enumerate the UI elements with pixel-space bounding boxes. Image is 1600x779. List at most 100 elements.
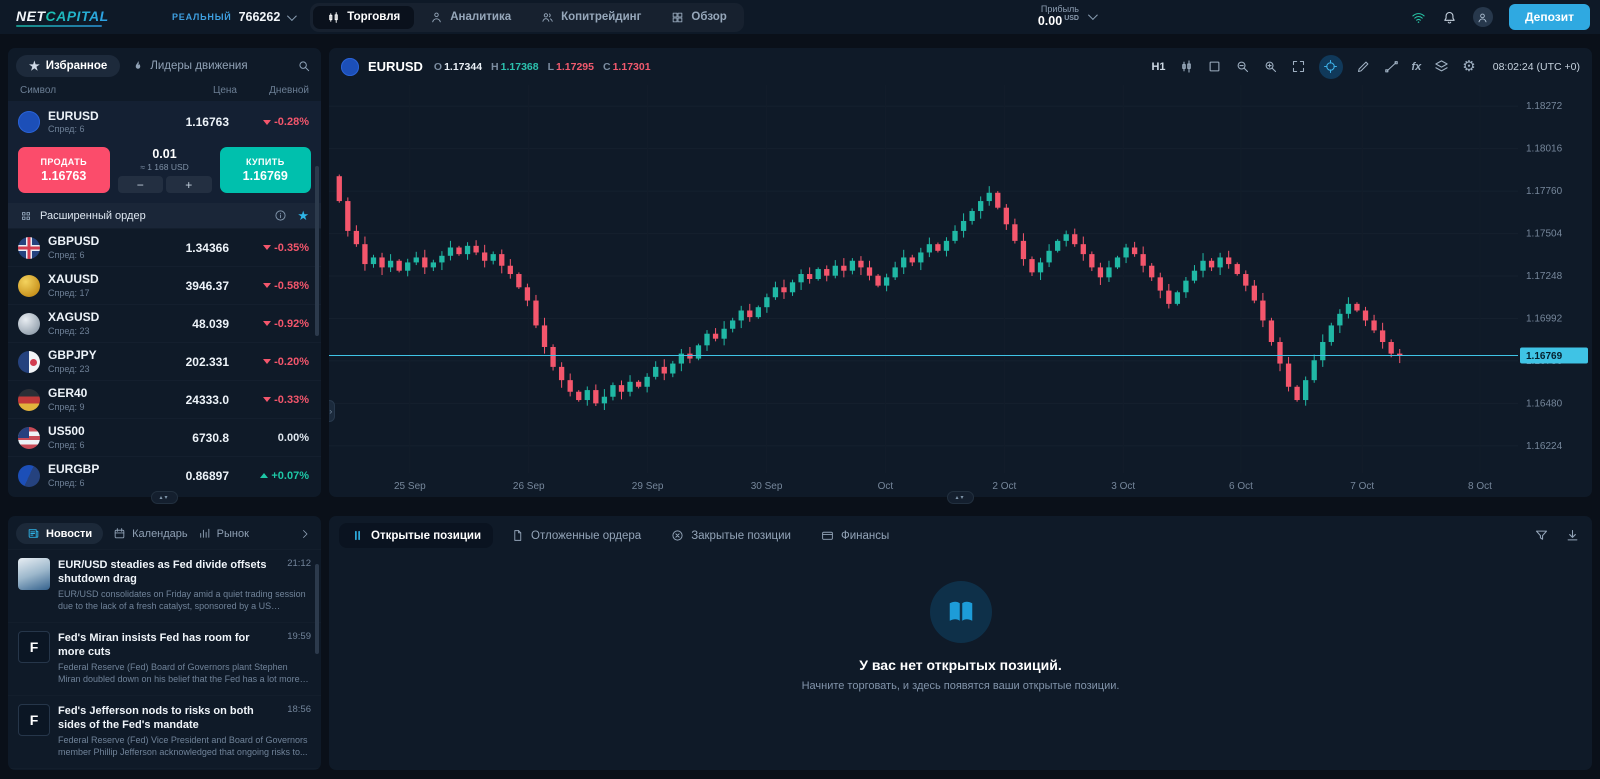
news-title: Fed's Jefferson nods to risks on both si… xyxy=(58,704,254,731)
news-item[interactable]: Gold climbs as shutdown fuels haven dema… xyxy=(8,767,321,770)
calendar-icon xyxy=(114,528,125,539)
nav-tab-copytrading[interactable]: Копитрейдинг xyxy=(527,6,655,29)
candlestick-chart[interactable]: 1.18272 1.18016 1.17760 1.17504 1.17248 1.169… xyxy=(329,85,1592,497)
x-circle-icon xyxy=(672,530,683,541)
volume-approx: ≈ 1 168 USD xyxy=(140,162,189,172)
watchlist-row-selected[interactable]: EURUSD Спред: 6 1.16763 -0.28% xyxy=(8,101,321,143)
symbol-price: 48.039 xyxy=(192,316,229,331)
chevron-right-icon[interactable] xyxy=(299,528,311,540)
watchlist-row[interactable]: GER40 Спред: 9 24333.0 -0.33% xyxy=(8,380,321,418)
tab-news[interactable]: Новости xyxy=(16,523,104,544)
symbol-name: XAGUSD xyxy=(48,310,100,325)
chart-type-candles-icon[interactable] xyxy=(1179,59,1194,74)
news-scrollbar[interactable] xyxy=(315,564,319,654)
nav-tab-analytics[interactable]: Аналитика xyxy=(416,6,525,29)
nav-tab-overview[interactable]: Обзор xyxy=(657,6,740,29)
account-selector[interactable]: РЕАЛЬНЫЙ 766262 xyxy=(172,10,298,24)
watchlist-row[interactable]: GBPUSD Спред: 6 1.34366 -0.35% xyxy=(8,228,321,266)
flag-gold-icon xyxy=(18,274,40,297)
buy-price: 1.16769 xyxy=(242,169,288,183)
sell-button[interactable]: ПРОДАТЬ 1.16763 xyxy=(18,147,110,193)
tab-market[interactable]: Рынок xyxy=(198,527,249,540)
chart-area[interactable]: 1.18272 1.18016 1.17760 1.17504 1.17248 1.169… xyxy=(329,85,1592,497)
fullscreen-icon[interactable] xyxy=(1291,59,1306,74)
tab-favorites[interactable]: ★ Избранное xyxy=(16,55,121,77)
bottom-panel-collapse-handle[interactable]: ▴▾ xyxy=(947,491,974,504)
symbol-spread: Спред: 6 xyxy=(48,439,85,450)
tab-movers[interactable]: Лидеры движения xyxy=(128,55,251,77)
watchlist-row[interactable]: EURGBP Спред: 6 0.86897 +0.07% xyxy=(8,456,321,494)
logo-text-capital: CAPITAL xyxy=(45,7,109,24)
symbol-name: EURUSD xyxy=(48,108,99,123)
search-icon[interactable] xyxy=(297,59,311,73)
empty-state-title: У вас нет открытых позиций. xyxy=(859,657,1062,673)
connection-wifi-icon[interactable] xyxy=(1411,10,1426,25)
settings-gear-icon[interactable]: ⚙ xyxy=(1462,58,1476,75)
profit-currency: USD xyxy=(1064,15,1079,23)
draw-pencil-icon[interactable] xyxy=(1356,59,1371,74)
profile-avatar[interactable] xyxy=(1472,7,1493,27)
volume-decrease-button[interactable]: − xyxy=(117,176,163,193)
indicators-fx-icon[interactable]: fx xyxy=(1411,60,1422,73)
tab-label: Новости xyxy=(46,527,93,540)
deposit-button[interactable]: Депозит xyxy=(1508,4,1590,30)
symbol-price: 24333.0 xyxy=(185,392,229,407)
watchlist-row[interactable]: XAGUSD Спред: 23 48.039 -0.92% xyxy=(8,304,321,342)
tab-finances[interactable]: Финансы xyxy=(809,523,901,548)
rectangle-tool-icon[interactable] xyxy=(1207,59,1222,74)
change-arrow-icon xyxy=(263,245,272,250)
account-type-label: РЕАЛЬНЫЙ xyxy=(172,12,232,22)
watchlist-scrollbar[interactable] xyxy=(315,166,319,336)
sidebar-collapse-handle[interactable]: ‹› xyxy=(329,400,335,422)
current-price-tag xyxy=(1520,347,1588,364)
news-item[interactable]: EUR/USD steadies as Fed divide offsets s… xyxy=(8,549,321,622)
bars-icon xyxy=(355,530,360,541)
flag-gbjp-icon xyxy=(18,350,40,373)
watchlist-row[interactable]: XAUUSD Спред: 17 3946.37 -0.58% xyxy=(8,266,321,304)
download-icon[interactable] xyxy=(1565,528,1580,543)
svg-text:7 Oct: 7 Oct xyxy=(1350,481,1374,492)
news-item[interactable]: F Fed's Miran insists Fed has room for m… xyxy=(8,621,321,695)
trendline-tool-icon[interactable] xyxy=(1384,59,1399,74)
zoom-in-icon[interactable] xyxy=(1263,59,1278,74)
tab-closed-positions[interactable]: Закрытые позиции xyxy=(659,523,803,548)
profit-widget[interactable]: Прибыль 0.00 USD xyxy=(1037,4,1098,29)
timeframe-button[interactable]: H1 xyxy=(1151,60,1166,73)
symbol-change: -0.20% xyxy=(237,356,309,368)
brand-logo[interactable]: NETCAPITAL xyxy=(16,8,156,27)
news-item[interactable]: F Fed's Jefferson nods to risks on both … xyxy=(8,694,321,768)
chart-clock: 08:02:24 (UTC +0) xyxy=(1492,60,1580,73)
watchlist-row[interactable]: GBPJPY Спред: 23 202.331 -0.20% xyxy=(8,342,321,380)
favorite-star-icon[interactable]: ★ xyxy=(297,207,309,223)
filter-funnel-icon[interactable] xyxy=(1534,528,1549,543)
layers-icon[interactable] xyxy=(1434,59,1449,74)
watchlist-row[interactable]: US500 Спред: 6 6730.8 0.00% xyxy=(8,418,321,456)
nav-tab-trading[interactable]: Торговля xyxy=(313,5,415,29)
svg-text:1.17760: 1.17760 xyxy=(1526,186,1563,197)
ohlc-high: 1.17368 xyxy=(500,60,539,73)
info-icon[interactable] xyxy=(274,209,287,222)
empty-state-subtitle: Начните торговать, и здесь появятся ваши… xyxy=(801,680,1120,692)
buy-button[interactable]: КУПИТЬ 1.16769 xyxy=(219,147,311,193)
newspaper-icon xyxy=(28,529,39,538)
notifications-bell-icon[interactable] xyxy=(1442,10,1457,25)
zoom-out-icon[interactable] xyxy=(1235,59,1250,74)
news-summary: Federal Reserve (Fed) Board of Governors… xyxy=(58,662,300,684)
news-summary: EUR/USD consolidates on Friday amid a qu… xyxy=(58,589,306,612)
tab-pending-orders[interactable]: Отложенные ордера xyxy=(499,523,653,548)
symbol-spread: Спред: 9 xyxy=(48,401,85,412)
change-arrow-icon xyxy=(263,359,272,364)
tab-label: Лидеры движения xyxy=(150,60,248,72)
symbol-spread: Спред: 17 xyxy=(48,287,90,298)
crosshair-tool-icon[interactable] xyxy=(1318,54,1343,79)
watchlist-collapse-handle[interactable]: ▴▾ xyxy=(151,491,178,504)
tab-calendar[interactable]: Календарь xyxy=(113,527,188,540)
advanced-order-row[interactable]: Расширенный ордер ★ xyxy=(8,203,321,228)
profit-value: 0.00 USD xyxy=(1037,14,1079,29)
news-time: 21:12 xyxy=(287,558,311,569)
selected-symbol-block: EURUSD Спред: 6 1.16763 -0.28% ПРОДАТЬ 1… xyxy=(8,101,321,228)
change-arrow-icon xyxy=(263,397,272,402)
bar-chart-icon xyxy=(199,528,209,538)
volume-increase-button[interactable]: + xyxy=(166,176,212,193)
tab-open-positions[interactable]: Открытые позиции xyxy=(339,523,494,548)
